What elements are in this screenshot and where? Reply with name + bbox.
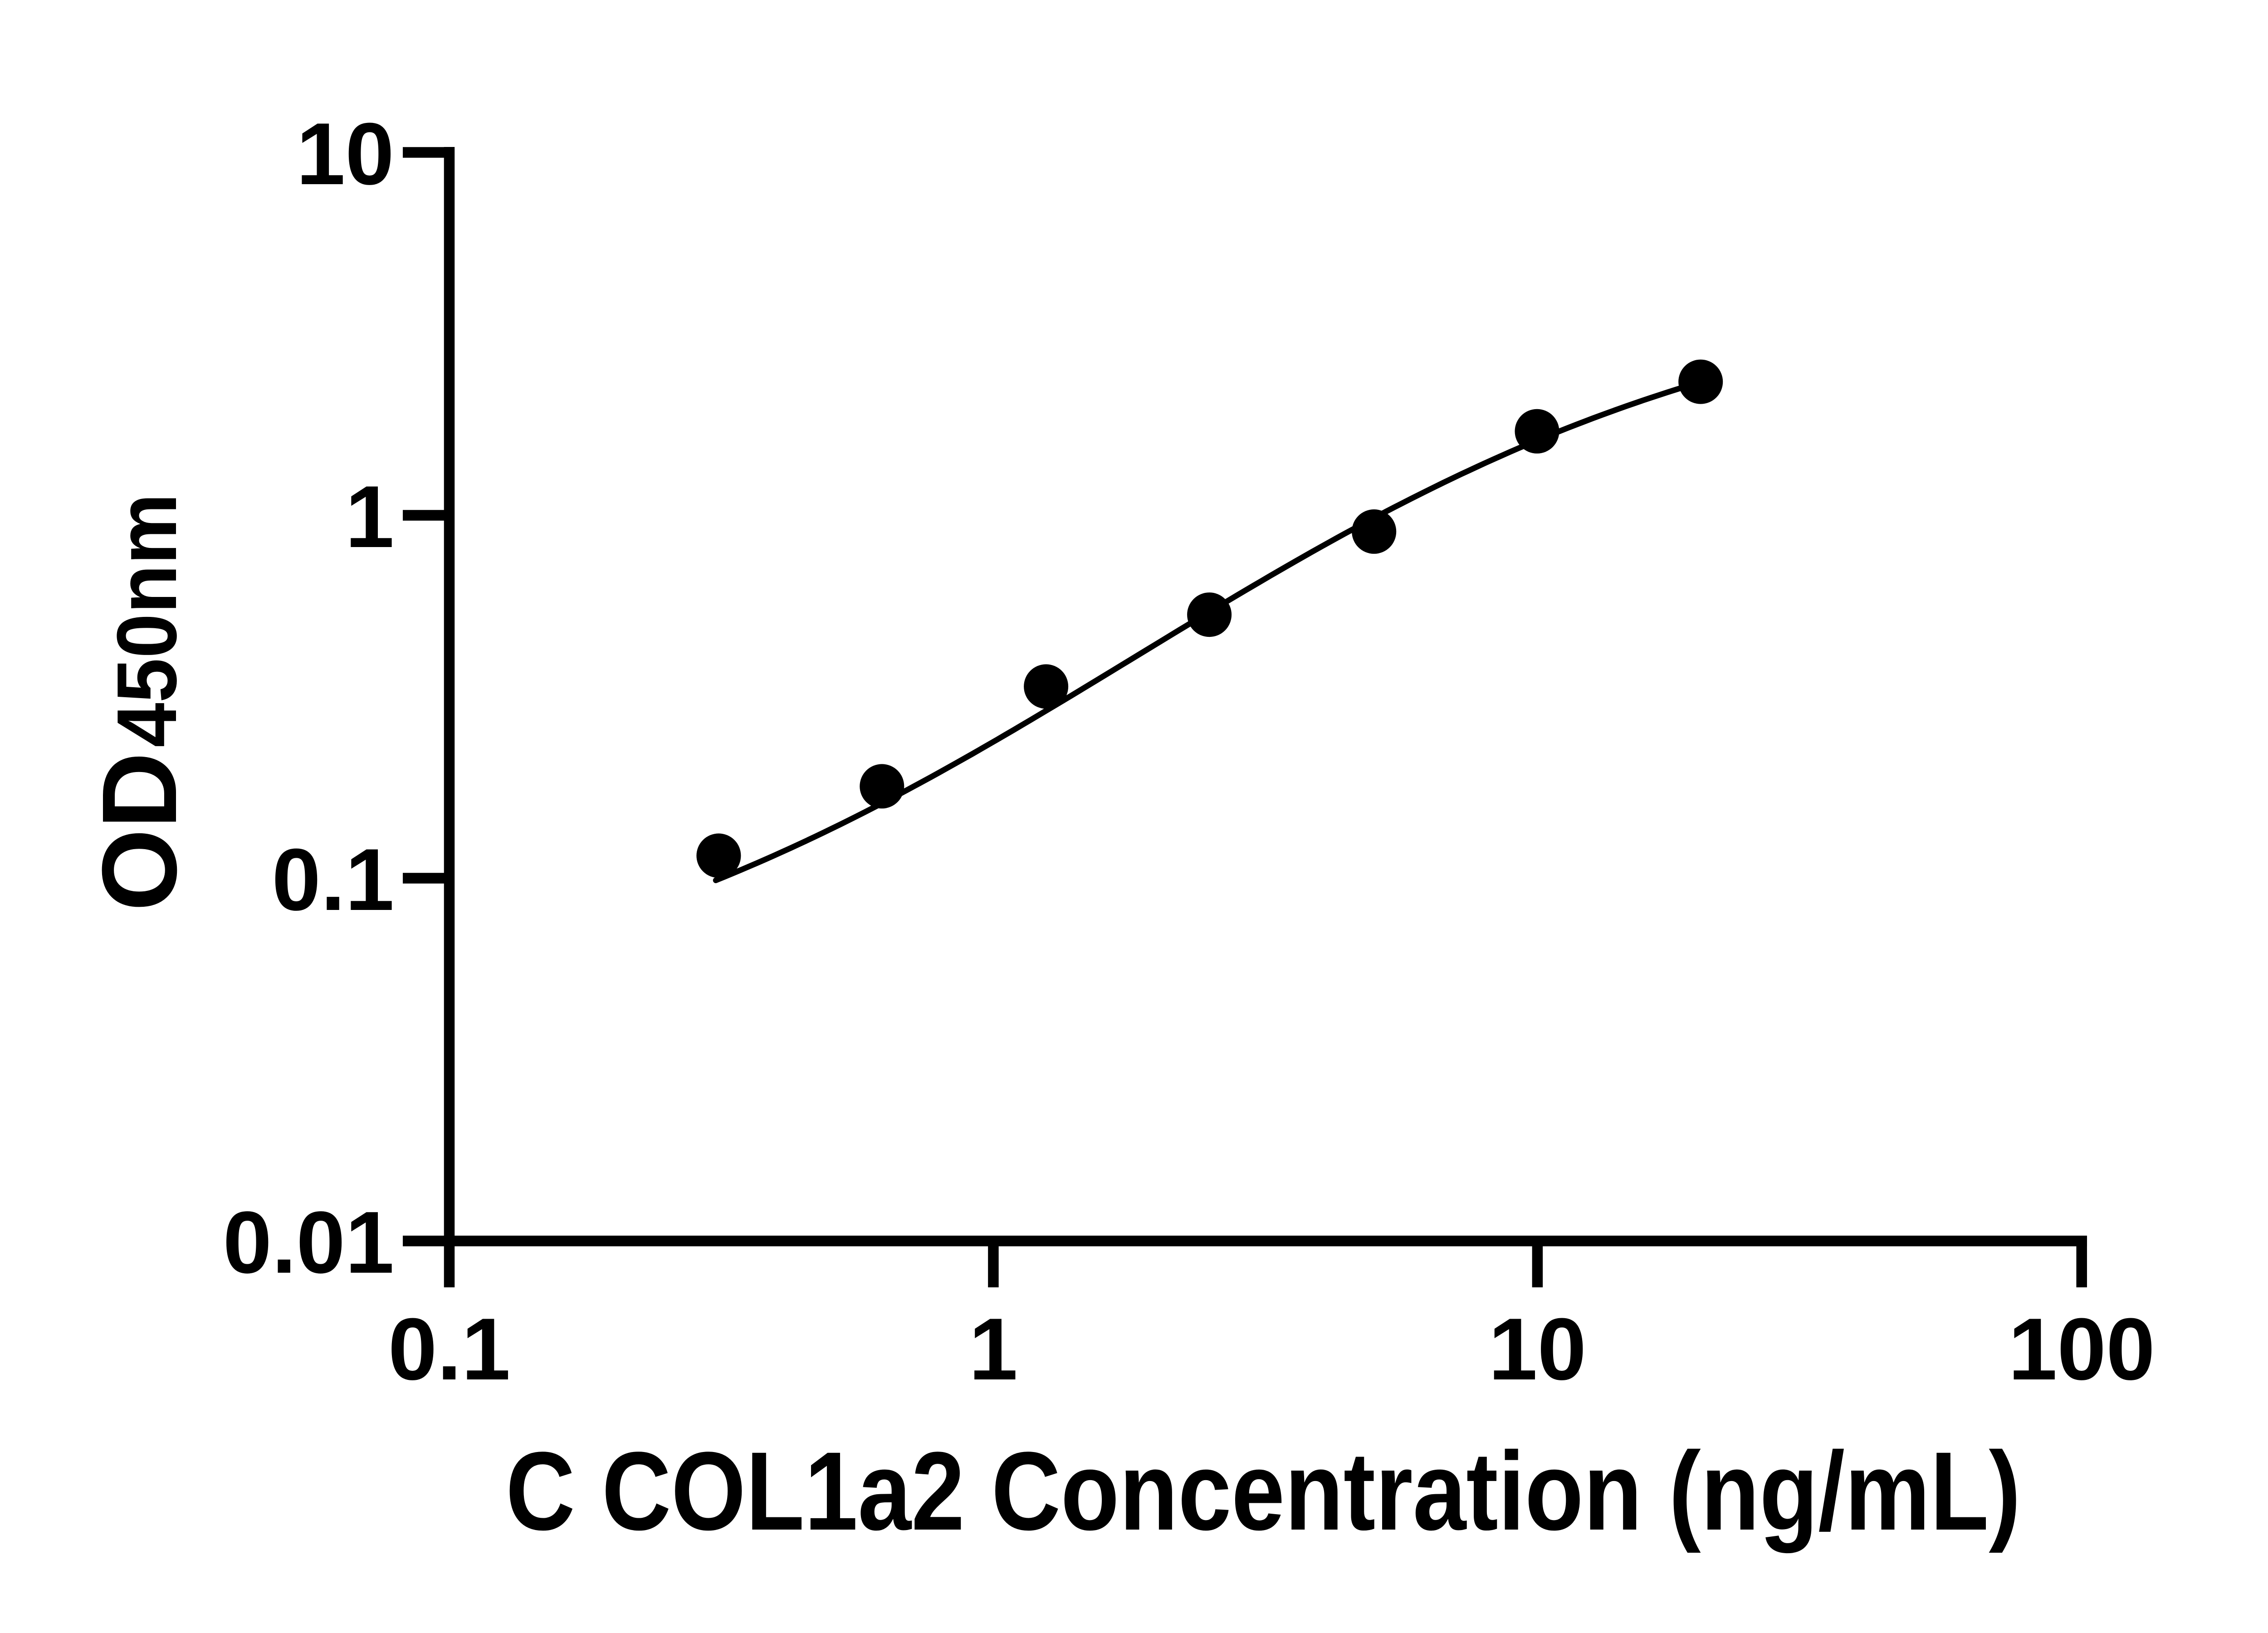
svg-text:OD: OD xyxy=(80,752,199,911)
svg-text:10: 10 xyxy=(296,105,394,203)
svg-text:450nm: 450nm xyxy=(99,494,194,748)
svg-text:0.1: 0.1 xyxy=(388,1300,511,1398)
svg-text:0.1: 0.1 xyxy=(272,831,394,929)
svg-text:0.01: 0.01 xyxy=(223,1193,394,1292)
svg-text:10: 10 xyxy=(1489,1300,1587,1398)
svg-text:100: 100 xyxy=(2008,1300,2155,1398)
svg-text:1: 1 xyxy=(969,1300,1018,1398)
svg-text:1: 1 xyxy=(345,468,394,566)
svg-text:C COL1a2 Concentration (ng/mL): C COL1a2 Concentration (ng/mL) xyxy=(506,1429,2021,1554)
